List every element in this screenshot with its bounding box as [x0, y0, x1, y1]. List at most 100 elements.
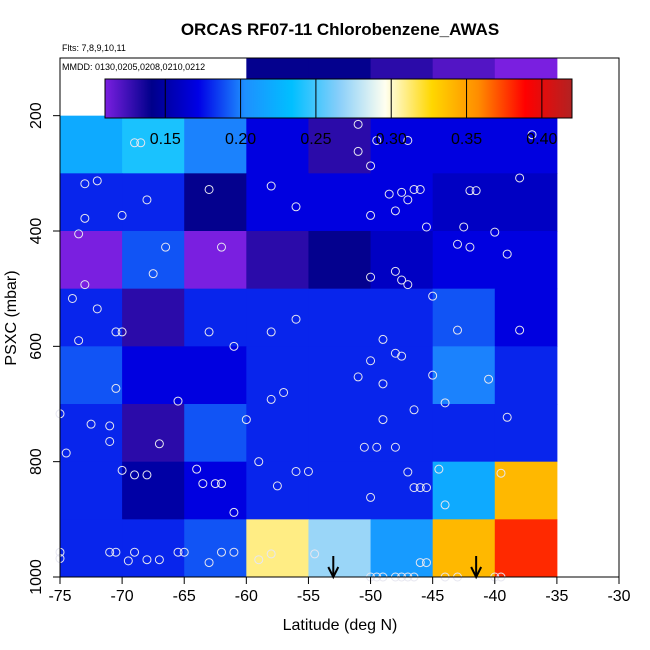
heatmap-cell — [60, 231, 123, 290]
sample-point — [80, 280, 90, 290]
heatmap-cell — [184, 115, 247, 174]
sample-point — [453, 239, 463, 249]
x-tick-label: -35 — [545, 588, 568, 605]
sample-point — [421, 483, 431, 493]
sample-point — [241, 415, 251, 425]
heatmap-cell — [370, 519, 434, 578]
plot-frame — [59, 57, 620, 578]
sample-point — [229, 547, 239, 557]
sample-point — [123, 556, 133, 566]
sample-point — [465, 186, 475, 196]
sample-point — [272, 481, 282, 491]
sample-point — [291, 202, 301, 212]
heatmap-cell — [122, 404, 185, 463]
x-tick-label: -70 — [111, 588, 134, 605]
sample-point — [204, 184, 214, 194]
heatmap-cell — [432, 288, 496, 347]
sample-point — [111, 327, 121, 337]
heatmap-cell — [122, 461, 185, 520]
colorbar-tick-label: 0.25 — [300, 131, 331, 148]
sample-point — [266, 327, 276, 337]
sample-point — [117, 327, 127, 337]
sample-point — [161, 242, 171, 252]
heatmap-cell — [432, 519, 496, 578]
sample-point — [372, 442, 382, 452]
heatmap-cell — [122, 231, 185, 290]
sample-point — [216, 242, 226, 252]
x-tick-label: -30 — [607, 588, 630, 605]
heatmap-cell — [432, 461, 496, 520]
colorbar: 0.15 0.20 0.25 0.30 0.35 0.40 — [104, 78, 573, 148]
x-axis: -75 -70 -65 -60 -55 -50 -45 -40 -35 -30 — [48, 577, 631, 605]
heatmap-cell — [370, 231, 434, 290]
y-tick-label: 200 — [28, 102, 45, 129]
sample-point — [366, 356, 376, 366]
heatmap-cell — [60, 404, 123, 463]
x-tick-label: -75 — [48, 588, 71, 605]
sample-point — [390, 206, 400, 216]
heatmap-cell — [308, 346, 372, 405]
heatmap-cell — [60, 346, 123, 405]
sample-point — [154, 439, 164, 449]
heatmap-cell — [184, 288, 247, 347]
heatmap-cell — [184, 346, 247, 405]
sample-point — [366, 210, 376, 220]
heatmap-cell — [494, 519, 558, 578]
y-tick-label: 800 — [28, 448, 45, 475]
sample-point — [192, 464, 202, 474]
heatmap-cell — [60, 288, 123, 347]
sample-point — [397, 187, 407, 197]
sample-point — [366, 492, 376, 502]
heatmap-cell — [370, 346, 434, 405]
heatmap-cell — [122, 288, 185, 347]
heatmap-cell — [494, 346, 558, 405]
heatmap-cell — [184, 231, 247, 290]
heatmap-cell — [432, 231, 496, 290]
sample-point — [409, 184, 419, 194]
heatmap-cell — [60, 461, 123, 520]
heatmap-cell — [184, 461, 247, 520]
y-axis: 200 400 600 800 1000 — [28, 102, 60, 595]
heatmap-cell — [308, 231, 372, 290]
sample-point — [527, 130, 537, 140]
x-tick-label: -50 — [359, 588, 382, 605]
sample-point — [216, 547, 226, 557]
sample-point — [434, 464, 444, 474]
sample-point — [173, 547, 183, 557]
sample-point — [428, 370, 438, 380]
heatmap-cell — [370, 404, 434, 463]
sample-point — [130, 138, 140, 148]
sample-point — [366, 161, 376, 171]
sample-point — [142, 470, 152, 480]
sample-point — [204, 558, 214, 568]
sample-point — [459, 222, 469, 232]
y-tick-label: 600 — [28, 333, 45, 360]
sample-point — [490, 227, 500, 237]
heatmap-cell — [184, 404, 247, 463]
y-tick-label: 1000 — [28, 559, 45, 595]
sample-point — [390, 442, 400, 452]
sample-point — [266, 549, 276, 559]
sample-point — [117, 210, 127, 220]
heatmap-cell — [494, 288, 558, 347]
sample-point — [74, 229, 84, 239]
colorbar-gradient — [104, 78, 573, 119]
heatmap-cell — [184, 173, 247, 232]
sample-point — [353, 372, 363, 382]
sample-point — [378, 379, 388, 389]
sample-point — [154, 555, 164, 565]
sample-point — [502, 249, 512, 259]
sample-point — [105, 547, 115, 557]
sample-point — [148, 269, 158, 279]
sample-point — [403, 467, 413, 477]
sample-point — [378, 415, 388, 425]
sample-point — [80, 213, 90, 223]
heatmap-cell — [308, 115, 372, 174]
sample-point — [515, 325, 525, 335]
sample-point — [266, 181, 276, 191]
sample-point — [496, 468, 506, 478]
sample-point — [409, 483, 419, 493]
heatmap-cell — [246, 346, 309, 405]
sample-point — [303, 466, 313, 476]
sample-point — [291, 466, 301, 476]
